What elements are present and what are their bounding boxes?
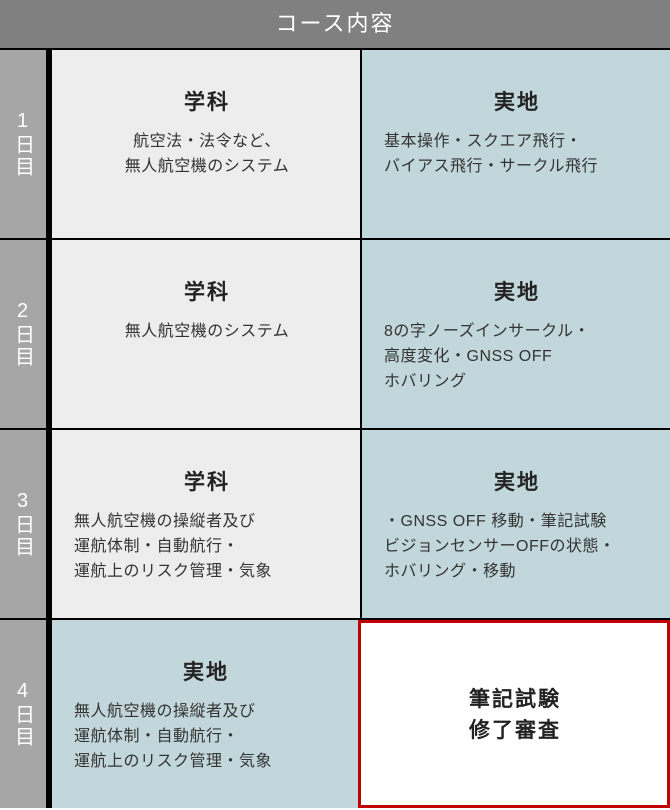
cell-body: 基本操作・スクエア飛行・バイアス飛行・サークル飛行 xyxy=(384,130,650,180)
cell-title: 学科 xyxy=(184,466,230,496)
day-label: 1日目 xyxy=(0,50,46,238)
cell-title: 学科 xyxy=(184,86,230,116)
day-label: 3日目 xyxy=(0,430,46,618)
cell-day4-left: 実地 無人航空機の操縦者及び運航体制・自動航行・運航上のリスク管理・気象 xyxy=(46,620,358,808)
cell-body: ・GNSS OFF 移動・筆記試験ビジョンセンサーOFFの状態・ホバリング・移動 xyxy=(384,510,650,584)
table-row: 2日目 学科 無人航空機のシステム 実地 8の字ノーズインサークル・高度変化・G… xyxy=(0,238,670,428)
table-row: 3日目 学科 無人航空機の操縦者及び運航体制・自動航行・運航上のリスク管理・気象… xyxy=(0,428,670,618)
cell-day3-left: 学科 無人航空機の操縦者及び運航体制・自動航行・運航上のリスク管理・気象 xyxy=(46,430,360,618)
table-header: コース内容 xyxy=(0,0,670,48)
day-label: 2日目 xyxy=(0,240,46,428)
cell-day4-right-exam: 筆記試験修了審査 xyxy=(358,620,670,808)
cell-day1-left: 学科 航空法・法令など、無人航空機のシステム xyxy=(46,50,360,238)
cell-body: 無人航空機の操縦者及び運航体制・自動航行・運航上のリスク管理・気象 xyxy=(74,510,340,584)
cell-day2-left: 学科 無人航空機のシステム xyxy=(46,240,360,428)
cell-day2-right: 実地 8の字ノーズインサークル・高度変化・GNSS OFFホバリング xyxy=(360,240,670,428)
cell-day1-right: 実地 基本操作・スクエア飛行・バイアス飛行・サークル飛行 xyxy=(360,50,670,238)
cell-body: 無人航空機の操縦者及び運航体制・自動航行・運航上のリスク管理・気象 xyxy=(74,700,338,774)
table-row: 4日目 実地 無人航空機の操縦者及び運航体制・自動航行・運航上のリスク管理・気象… xyxy=(0,618,670,808)
cell-title: 実地 xyxy=(494,276,540,306)
cell-day3-right: 実地 ・GNSS OFF 移動・筆記試験ビジョンセンサーOFFの状態・ホバリング… xyxy=(360,430,670,618)
day-label: 4日目 xyxy=(0,620,46,808)
cell-body: 航空法・法令など、無人航空機のシステム xyxy=(74,130,340,180)
cell-body: 8の字ノーズインサークル・高度変化・GNSS OFFホバリング xyxy=(384,320,650,394)
table-row: 1日目 学科 航空法・法令など、無人航空機のシステム 実地 基本操作・スクエア飛… xyxy=(0,48,670,238)
cell-title: 実地 xyxy=(183,656,229,686)
exam-title: 筆記試験修了審査 xyxy=(469,684,561,747)
cell-title: 実地 xyxy=(494,466,540,496)
cell-body: 無人航空機のシステム xyxy=(74,320,340,345)
cell-title: 学科 xyxy=(184,276,230,306)
course-table: コース内容 1日目 学科 航空法・法令など、無人航空機のシステム 実地 基本操作… xyxy=(0,0,670,808)
cell-title: 実地 xyxy=(494,86,540,116)
